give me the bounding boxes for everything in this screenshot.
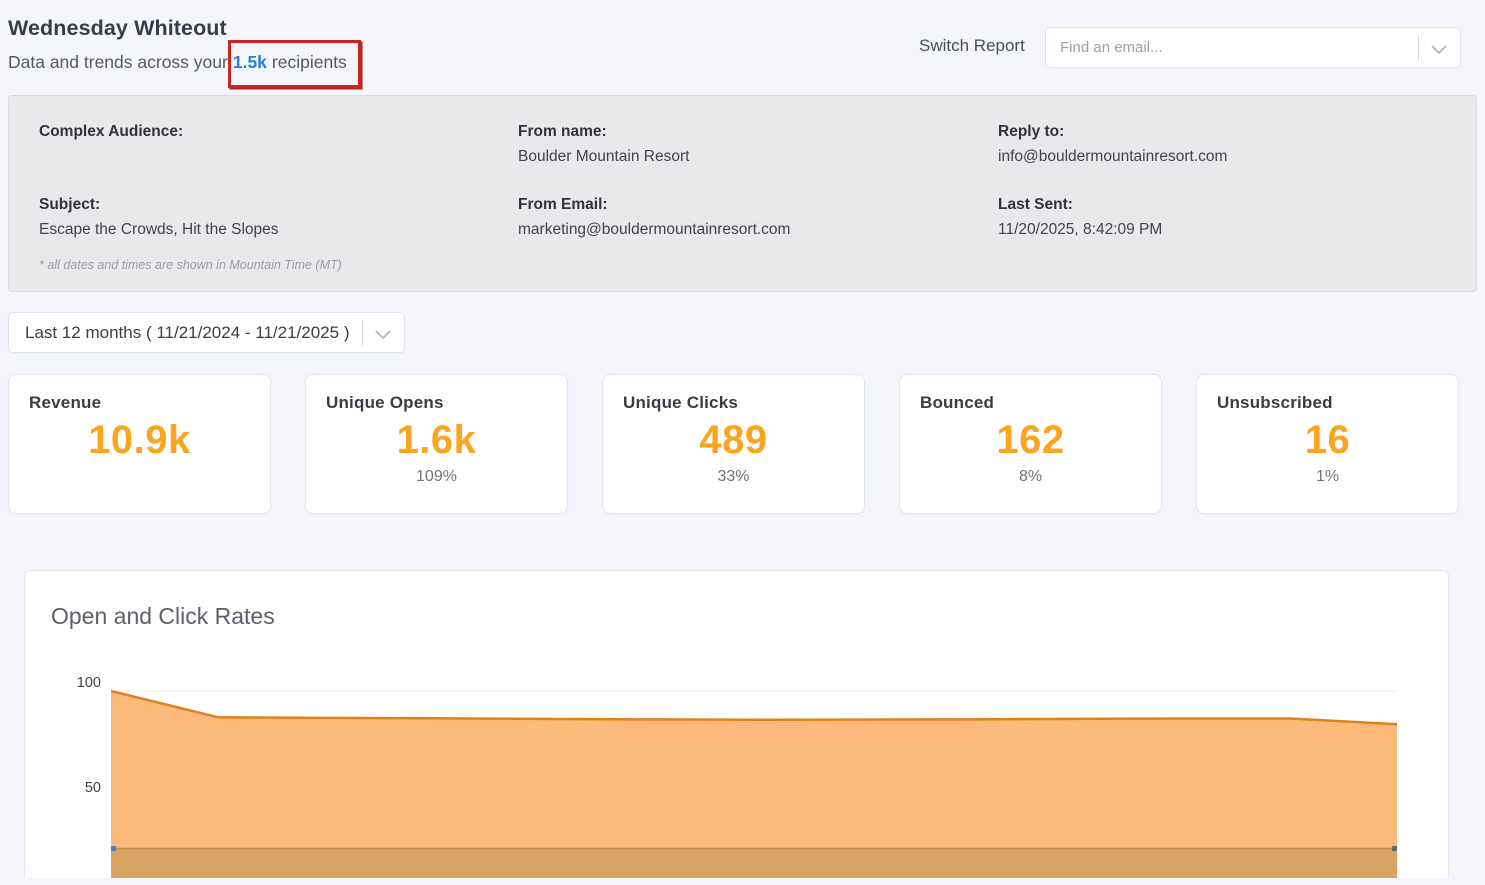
y-axis-tick-100: 100	[76, 675, 101, 691]
metric-label: Revenue	[29, 393, 102, 412]
metric-card-unique-clicks: Unique Clicks 489 33%	[602, 374, 865, 514]
metric-card-revenue: Revenue 10.9k	[8, 374, 271, 514]
field-label: Complex Audience:	[39, 123, 184, 140]
email-search-input[interactable]	[1046, 28, 1416, 67]
metric-percent: 1%	[1315, 468, 1340, 485]
field-value: 11/20/2025, 8:42:09 PM	[998, 221, 1163, 238]
metric-label: Unique Clicks	[623, 393, 739, 412]
metric-card-unique-opens: Unique Opens 1.6k 109%	[305, 374, 568, 514]
dropdown-divider	[362, 320, 363, 346]
page-subtitle: Data and trends across your 1.5k recipie…	[8, 52, 347, 73]
chart-title: Open and Click Rates	[51, 603, 275, 629]
field-value: marketing@bouldermountainresort.com	[518, 221, 791, 238]
chevron-down-icon[interactable]	[1431, 45, 1447, 54]
campaign-info-grid: Complex Audience: From name: Boulder Mou…	[9, 96, 1476, 240]
subtitle-suffix: recipients	[271, 52, 347, 72]
metric-label: Unique Opens	[326, 393, 444, 412]
date-range-dropdown[interactable]: Last 12 months ( 11/21/2024 - 11/21/2025…	[8, 312, 405, 353]
field-from-email: From Email: marketing@bouldermountainres…	[518, 196, 998, 240]
field-reply-to: Reply to: info@bouldermountainresort.com	[998, 123, 1456, 167]
metric-label: Unsubscribed	[1217, 393, 1333, 412]
metric-card-bounced: Bounced 162 8%	[899, 374, 1162, 514]
field-label: Subject:	[39, 196, 101, 213]
field-value: info@bouldermountainresort.com	[998, 148, 1228, 165]
field-value	[39, 148, 518, 167]
open-click-rates-card: Open and Click Rates 100 50	[24, 570, 1449, 878]
metric-label: Bounced	[920, 393, 995, 412]
field-label: Reply to:	[998, 123, 1065, 140]
switch-report-combobox[interactable]	[1045, 27, 1461, 68]
metric-value: 162	[996, 418, 1065, 462]
field-from-name: From name: Boulder Mountain Resort	[518, 123, 998, 167]
field-value: Boulder Mountain Resort	[518, 148, 690, 165]
campaign-info-panel: Complex Audience: From name: Boulder Mou…	[8, 95, 1477, 292]
combobox-divider	[1418, 35, 1419, 61]
metric-percent: 109%	[416, 468, 457, 485]
metrics-row: Revenue 10.9k Unique Opens 1.6k 109% Uni…	[8, 374, 1460, 514]
y-axis-tick-50: 50	[84, 780, 101, 796]
field-label: From name:	[518, 123, 607, 140]
field-label: From Email:	[518, 196, 608, 213]
chevron-down-icon[interactable]	[375, 330, 391, 339]
recipients-count-link[interactable]: 1.5k	[232, 52, 267, 72]
subtitle-prefix: Data and trends across your	[8, 52, 228, 72]
metric-percent: 33%	[717, 468, 750, 485]
page-title: Wednesday Whiteout	[8, 16, 227, 40]
switch-report-label: Switch Report	[919, 36, 1025, 55]
metric-value: 10.9k	[88, 418, 191, 462]
metric-value: 16	[1304, 418, 1351, 462]
timezone-footnote: * all dates and times are shown in Mount…	[39, 258, 342, 272]
metric-card-unsubscribed: Unsubscribed 16 1%	[1196, 374, 1459, 514]
open-click-chart-svg[interactable]	[111, 683, 1397, 878]
field-last-sent: Last Sent: 11/20/2025, 8:42:09 PM	[998, 196, 1456, 240]
field-complex-audience: Complex Audience:	[39, 123, 518, 167]
metric-percent: 8%	[1018, 468, 1043, 485]
metric-value: 489	[699, 418, 768, 462]
field-subject: Subject: Escape the Crowds, Hit the Slop…	[39, 196, 518, 240]
metric-value: 1.6k	[396, 418, 477, 462]
field-label: Last Sent:	[998, 196, 1073, 213]
field-value: Escape the Crowds, Hit the Slopes	[39, 221, 279, 238]
date-range-value: Last 12 months ( 11/21/2024 - 11/21/2025…	[25, 323, 350, 342]
